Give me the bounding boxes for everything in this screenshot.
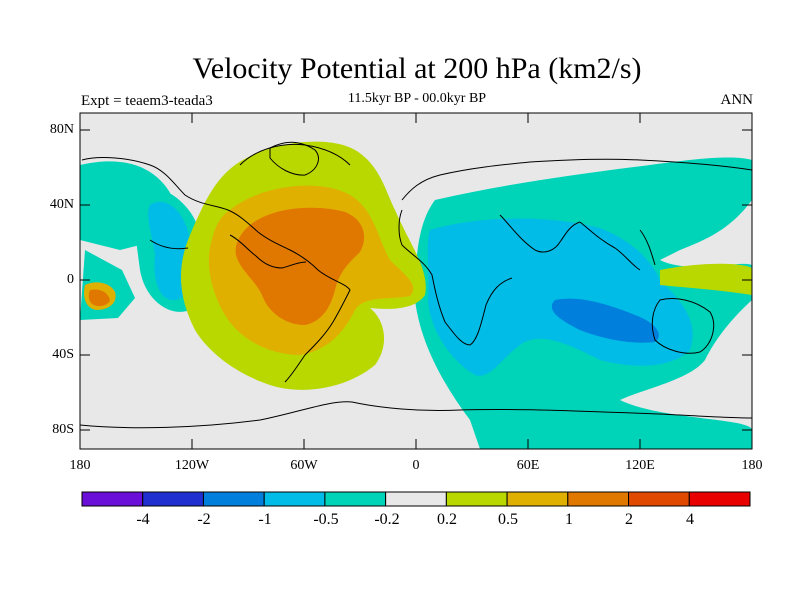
colorbar-box: [81, 491, 144, 507]
x-tick-label: 180: [69, 458, 91, 473]
colorbar-label: -0.5: [313, 511, 339, 528]
y-tick-label: 40N: [49, 197, 74, 212]
map-title: Velocity Potential at 200 hPa (km2/s): [192, 52, 642, 85]
y-tick-label: 80S: [52, 422, 74, 437]
colorbar-box: [688, 491, 751, 507]
colorbar-box: [506, 491, 569, 507]
colorbar-box: [628, 491, 690, 507]
map-subtitle: 11.5kyr BP - 00.0kyr BP: [347, 91, 487, 106]
colorbar-box: [263, 491, 326, 507]
x-tick-label: 0: [412, 458, 420, 473]
map-panel: [80, 113, 752, 449]
coastlines: [80, 141, 752, 429]
colorbar-label: 2: [625, 511, 633, 528]
axis-ticks: [80, 113, 752, 449]
colorbar-label: 4: [686, 511, 694, 528]
colorbar-box: [445, 491, 508, 507]
season-label: ANN: [720, 92, 754, 108]
colorbar-box: [324, 491, 387, 507]
colorbar-label: -4: [136, 511, 150, 528]
experiment-label: Expt = teaem3-teada3: [81, 93, 213, 109]
colorbar-box: [567, 491, 630, 507]
x-tick-label: 120E: [625, 458, 655, 473]
colorbar-box: [385, 491, 447, 507]
colorbar-label: 1: [565, 511, 573, 528]
colorbar-label: -2: [197, 511, 211, 528]
x-tick-label: 180: [741, 458, 763, 473]
y-tick-label: 40S: [52, 347, 74, 362]
x-tick-label: 60E: [516, 458, 540, 473]
colorbar-box: [202, 491, 265, 507]
x-tick-label: 60W: [290, 458, 318, 473]
colorbar-label: -0.2: [374, 511, 400, 528]
colorbar-label: -1: [258, 511, 272, 528]
y-tick-label: 0: [67, 272, 74, 287]
colorbar-label: 0.2: [437, 511, 457, 528]
y-tick-label: 80N: [49, 122, 74, 137]
colorbar-label: 0.5: [498, 511, 518, 528]
x-tick-label: 120W: [174, 458, 210, 473]
neg-strong-regions: [551, 298, 659, 343]
colorbar-box: [142, 491, 204, 507]
colorbar: [81, 491, 751, 507]
pos-strong-regions: [88, 207, 365, 325]
